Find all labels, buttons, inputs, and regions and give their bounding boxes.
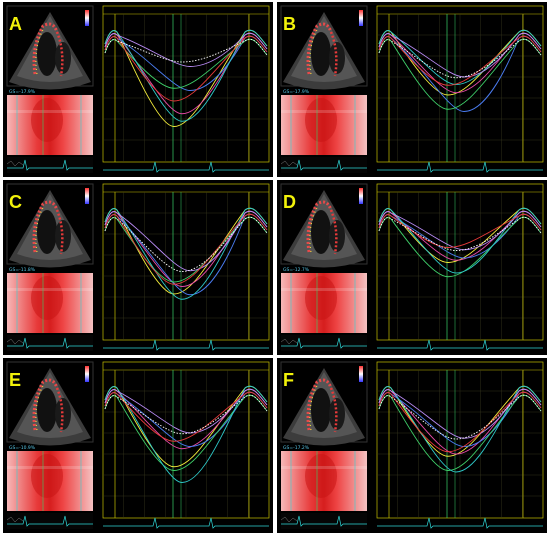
strain-curves-graph (102, 5, 270, 173)
panel-letter: D (283, 192, 296, 212)
strain-curve (378, 29, 542, 85)
strain-color-map (281, 95, 367, 155)
echo-sector-image (280, 183, 368, 268)
strain-curve (104, 32, 268, 67)
strain-curve (378, 35, 542, 86)
strain-panel-graphic: GS=-17.2% (280, 361, 544, 529)
strain-curves-graph (376, 183, 544, 351)
strain-curve (378, 210, 542, 251)
strain-curves-graph (376, 5, 544, 173)
strain-color-map (281, 451, 367, 511)
gls-value: GS=-11.8% (9, 267, 36, 273)
panel-letter: E (9, 370, 22, 390)
strain-panel-graphic: GS=-11.8% (6, 183, 270, 351)
ecg-strip-left (280, 157, 367, 173)
ecg-strip-left (280, 513, 367, 529)
panel-letter: C (9, 192, 22, 212)
ecg-strip-left (6, 157, 93, 173)
strain-curve (378, 391, 542, 453)
gls-value: GS=-17.9% (9, 89, 36, 95)
strain-curve (378, 213, 542, 248)
strain-panel-graphic: GS=-17.9% (6, 5, 270, 173)
strain-curves-graph (102, 361, 270, 529)
echo-sector-image (6, 361, 94, 446)
strain-color-map (7, 273, 93, 333)
ecg-strip-left (6, 335, 93, 351)
echo-sector-image (6, 183, 94, 268)
strain-panel-graphic: GS=-10.9% (6, 361, 270, 529)
ecg-strip-left (6, 513, 93, 529)
strain-curve (104, 210, 268, 272)
panel-letter: A (9, 14, 22, 34)
strain-curves-graph (102, 183, 270, 351)
echo-sector-image (280, 5, 368, 90)
strain-curve (104, 29, 268, 122)
panel-letter: B (283, 14, 296, 34)
gls-value: GS=-17.9% (283, 89, 310, 95)
strain-curve (104, 213, 268, 285)
strain-color-map (7, 95, 93, 155)
panel-a: GS=-17.9% A (3, 2, 273, 177)
panel-f: GS=-17.2% F (277, 358, 547, 533)
gls-value: GS=-12.7% (283, 267, 310, 273)
strain-color-map (281, 273, 367, 333)
strain-panel-graphic: GS=-12.7% (280, 183, 544, 351)
strain-curve (104, 385, 268, 483)
panel-letter: F (283, 370, 294, 390)
strain-curve (104, 391, 268, 442)
gls-value: GS=-10.9% (9, 445, 36, 451)
panel-d: GS=-12.7% D (277, 180, 547, 355)
ecg-strip-left (280, 335, 367, 351)
strain-curve (378, 385, 542, 473)
echo-sector-image (6, 5, 94, 90)
strain-curve (104, 35, 268, 102)
panel-e: GS=-10.9% E (3, 358, 273, 533)
echo-sector-image (280, 361, 368, 446)
strain-panel-graphic: GS=-17.9% (280, 5, 544, 173)
strain-curves-graph (376, 361, 544, 529)
panel-c: GS=-11.8% C (3, 180, 273, 355)
strain-curve (378, 207, 542, 274)
panel-b: GS=-17.9% B (277, 2, 547, 177)
gls-value: GS=-17.2% (283, 445, 310, 451)
strain-color-map (7, 451, 93, 511)
strain-curve (104, 38, 268, 89)
strain-curve (104, 207, 268, 300)
